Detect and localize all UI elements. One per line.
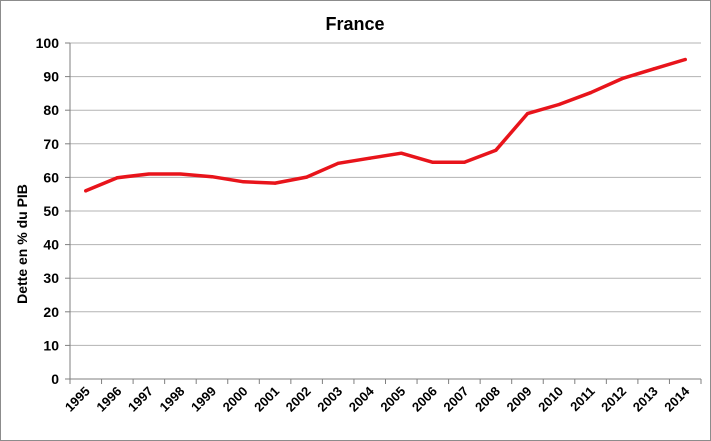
x-tick-label: 2008 <box>472 384 503 415</box>
data-point-2010 <box>557 102 561 107</box>
x-tick-label: 2009 <box>504 384 535 415</box>
y-axis-label: Dette en % du PIB <box>14 184 30 304</box>
x-tick-label: 2012 <box>598 384 629 415</box>
data-point-2005 <box>399 151 403 155</box>
y-tick-label: 30 <box>43 270 59 286</box>
y-tick-label: 70 <box>43 136 59 152</box>
data-point-2003 <box>336 161 340 165</box>
data-point-1998 <box>178 172 183 176</box>
data-point-2014 <box>683 57 687 62</box>
x-tick-label: 2014 <box>661 383 693 415</box>
x-tick-label: 1998 <box>156 384 187 415</box>
y-tick-label: 0 <box>51 371 59 387</box>
data-point-2001 <box>273 181 277 185</box>
data-point-1995 <box>84 189 88 193</box>
y-tick-label: 90 <box>43 69 59 85</box>
x-tick-label: 2002 <box>283 384 314 415</box>
y-tick-label: 80 <box>43 102 59 118</box>
x-tick-label: 2011 <box>567 384 598 415</box>
y-tick-label: 40 <box>43 237 59 253</box>
y-tick-labels: 0 10 20 30 40 50 60 70 80 90 100 <box>36 35 60 387</box>
data-point-2002 <box>305 175 309 179</box>
y-tick-label: 50 <box>43 203 59 219</box>
axes <box>65 42 702 384</box>
data-point-2000 <box>241 180 246 184</box>
data-point-2004 <box>368 156 372 160</box>
x-tick-label: 2013 <box>630 384 661 415</box>
data-point-2007 <box>462 160 466 164</box>
data-point-2012 <box>620 77 624 81</box>
x-tick-label: 2007 <box>440 384 471 415</box>
data-point-2013 <box>652 67 656 71</box>
x-tick-label: 2010 <box>535 384 566 415</box>
data-point-1997 <box>147 172 151 176</box>
x-tick-label: 1995 <box>62 384 93 415</box>
data-point-2009 <box>525 111 530 116</box>
x-tick-labels: 1995 1996 1997 1998 1999 2000 2001 2002 2003 2004… <box>62 383 693 415</box>
data-point-2011 <box>588 91 593 95</box>
data-point-1996 <box>115 176 119 180</box>
x-tick-label: 1996 <box>93 384 124 415</box>
x-tick-label: 2005 <box>377 384 408 415</box>
y-tick-label: 60 <box>43 169 59 185</box>
gridlines <box>70 42 701 346</box>
x-tick-label: 2004 <box>346 383 378 415</box>
data-point-1999 <box>210 175 214 179</box>
y-tick-label: 100 <box>36 35 60 51</box>
x-tick-label: 1999 <box>188 384 219 415</box>
y-tick-label: 20 <box>43 304 59 320</box>
x-tick-label: 2003 <box>314 384 345 415</box>
series-line <box>84 57 687 193</box>
chart-title: France <box>325 14 384 34</box>
x-tick-label: 2006 <box>409 384 440 415</box>
x-tick-label: 2001 <box>251 384 282 415</box>
y-tick-label: 10 <box>43 337 59 353</box>
x-tick-label: 1997 <box>125 384 156 415</box>
data-point-2008 <box>494 148 498 152</box>
x-tick-label: 2000 <box>220 384 251 415</box>
data-point-2006 <box>431 160 435 164</box>
series-layer <box>84 57 687 193</box>
